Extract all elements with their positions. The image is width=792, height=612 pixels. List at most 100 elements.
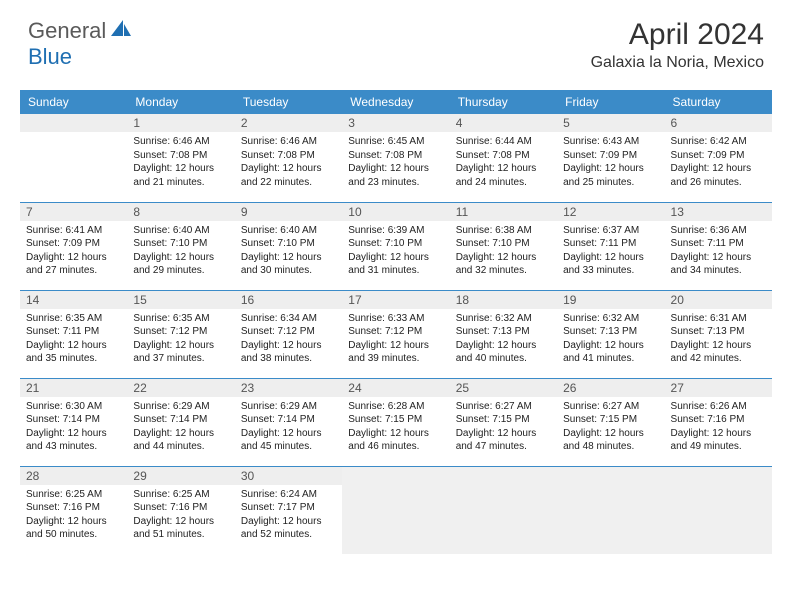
dl1-line: Daylight: 12 hours bbox=[26, 251, 121, 265]
dl2-line: and 33 minutes. bbox=[563, 264, 658, 278]
day-number: 9 bbox=[235, 203, 342, 221]
cell-body: Sunrise: 6:25 AMSunset: 7:16 PMDaylight:… bbox=[20, 485, 127, 546]
dl2-line: and 25 minutes. bbox=[563, 176, 658, 190]
dl1-line: Daylight: 12 hours bbox=[241, 515, 336, 529]
calendar-week-row: 1Sunrise: 6:46 AMSunset: 7:08 PMDaylight… bbox=[20, 114, 772, 202]
dl1-line: Daylight: 12 hours bbox=[348, 162, 443, 176]
dl1-line: Daylight: 12 hours bbox=[26, 339, 121, 353]
cell-body: Sunrise: 6:34 AMSunset: 7:12 PMDaylight:… bbox=[235, 309, 342, 370]
cell-body: Sunrise: 6:26 AMSunset: 7:16 PMDaylight:… bbox=[665, 397, 772, 458]
dl2-line: and 37 minutes. bbox=[133, 352, 228, 366]
sunset-line: Sunset: 7:10 PM bbox=[348, 237, 443, 251]
sunset-line: Sunset: 7:08 PM bbox=[241, 149, 336, 163]
brand-text-blue: Blue bbox=[28, 44, 72, 69]
cell-body: Sunrise: 6:43 AMSunset: 7:09 PMDaylight:… bbox=[557, 132, 664, 193]
day-number: 14 bbox=[20, 291, 127, 309]
dl2-line: and 24 minutes. bbox=[456, 176, 551, 190]
day-number: 6 bbox=[665, 114, 772, 132]
page-header: General April 2024 Galaxia la Noria, Mex… bbox=[0, 0, 792, 82]
cell-body: Sunrise: 6:35 AMSunset: 7:12 PMDaylight:… bbox=[127, 309, 234, 370]
day-number: 16 bbox=[235, 291, 342, 309]
sunrise-line: Sunrise: 6:32 AM bbox=[456, 312, 551, 326]
sunrise-line: Sunrise: 6:46 AM bbox=[241, 135, 336, 149]
dl1-line: Daylight: 12 hours bbox=[671, 427, 766, 441]
cell-body: Sunrise: 6:41 AMSunset: 7:09 PMDaylight:… bbox=[20, 221, 127, 282]
calendar-cell bbox=[557, 466, 664, 554]
cell-body: Sunrise: 6:40 AMSunset: 7:10 PMDaylight:… bbox=[235, 221, 342, 282]
sunrise-line: Sunrise: 6:36 AM bbox=[671, 224, 766, 238]
dl2-line: and 47 minutes. bbox=[456, 440, 551, 454]
dl2-line: and 40 minutes. bbox=[456, 352, 551, 366]
sunrise-line: Sunrise: 6:35 AM bbox=[26, 312, 121, 326]
day-number: 3 bbox=[342, 114, 449, 132]
dl2-line: and 39 minutes. bbox=[348, 352, 443, 366]
sunset-line: Sunset: 7:10 PM bbox=[133, 237, 228, 251]
dl2-line: and 35 minutes. bbox=[26, 352, 121, 366]
sunset-line: Sunset: 7:13 PM bbox=[563, 325, 658, 339]
dl2-line: and 41 minutes. bbox=[563, 352, 658, 366]
dl2-line: and 52 minutes. bbox=[241, 528, 336, 542]
day-header: Thursday bbox=[450, 90, 557, 114]
cell-body: Sunrise: 6:31 AMSunset: 7:13 PMDaylight:… bbox=[665, 309, 772, 370]
calendar-cell: 9Sunrise: 6:40 AMSunset: 7:10 PMDaylight… bbox=[235, 202, 342, 290]
cell-body: Sunrise: 6:36 AMSunset: 7:11 PMDaylight:… bbox=[665, 221, 772, 282]
sunset-line: Sunset: 7:14 PM bbox=[133, 413, 228, 427]
dl1-line: Daylight: 12 hours bbox=[563, 339, 658, 353]
sunset-line: Sunset: 7:10 PM bbox=[456, 237, 551, 251]
calendar-cell: 1Sunrise: 6:46 AMSunset: 7:08 PMDaylight… bbox=[127, 114, 234, 202]
day-header: Saturday bbox=[665, 90, 772, 114]
cell-body: Sunrise: 6:33 AMSunset: 7:12 PMDaylight:… bbox=[342, 309, 449, 370]
calendar-week-row: 21Sunrise: 6:30 AMSunset: 7:14 PMDayligh… bbox=[20, 378, 772, 466]
calendar-cell: 11Sunrise: 6:38 AMSunset: 7:10 PMDayligh… bbox=[450, 202, 557, 290]
sunset-line: Sunset: 7:12 PM bbox=[348, 325, 443, 339]
dl1-line: Daylight: 12 hours bbox=[671, 339, 766, 353]
sunrise-line: Sunrise: 6:37 AM bbox=[563, 224, 658, 238]
calendar-cell: 18Sunrise: 6:32 AMSunset: 7:13 PMDayligh… bbox=[450, 290, 557, 378]
calendar-cell: 13Sunrise: 6:36 AMSunset: 7:11 PMDayligh… bbox=[665, 202, 772, 290]
sunset-line: Sunset: 7:14 PM bbox=[26, 413, 121, 427]
brand-text-general: General bbox=[28, 18, 106, 44]
dl2-line: and 46 minutes. bbox=[348, 440, 443, 454]
title-block: April 2024 Galaxia la Noria, Mexico bbox=[591, 18, 764, 72]
day-number: 22 bbox=[127, 379, 234, 397]
day-header-row: SundayMondayTuesdayWednesdayThursdayFrid… bbox=[20, 90, 772, 114]
dl1-line: Daylight: 12 hours bbox=[133, 515, 228, 529]
dl1-line: Daylight: 12 hours bbox=[671, 162, 766, 176]
sunset-line: Sunset: 7:08 PM bbox=[456, 149, 551, 163]
calendar-cell: 17Sunrise: 6:33 AMSunset: 7:12 PMDayligh… bbox=[342, 290, 449, 378]
day-header: Tuesday bbox=[235, 90, 342, 114]
cell-body: Sunrise: 6:40 AMSunset: 7:10 PMDaylight:… bbox=[127, 221, 234, 282]
calendar-cell: 8Sunrise: 6:40 AMSunset: 7:10 PMDaylight… bbox=[127, 202, 234, 290]
month-title: April 2024 bbox=[591, 18, 764, 52]
sunrise-line: Sunrise: 6:42 AM bbox=[671, 135, 766, 149]
day-number: 8 bbox=[127, 203, 234, 221]
dl1-line: Daylight: 12 hours bbox=[241, 427, 336, 441]
calendar-cell: 20Sunrise: 6:31 AMSunset: 7:13 PMDayligh… bbox=[665, 290, 772, 378]
day-number: 29 bbox=[127, 467, 234, 485]
calendar-cell: 3Sunrise: 6:45 AMSunset: 7:08 PMDaylight… bbox=[342, 114, 449, 202]
calendar-cell bbox=[665, 466, 772, 554]
sunset-line: Sunset: 7:10 PM bbox=[241, 237, 336, 251]
sunrise-line: Sunrise: 6:26 AM bbox=[671, 400, 766, 414]
brand-logo: General bbox=[28, 18, 135, 44]
sunrise-line: Sunrise: 6:41 AM bbox=[26, 224, 121, 238]
cell-body: Sunrise: 6:37 AMSunset: 7:11 PMDaylight:… bbox=[557, 221, 664, 282]
day-number: 10 bbox=[342, 203, 449, 221]
day-number: 24 bbox=[342, 379, 449, 397]
calendar-cell: 26Sunrise: 6:27 AMSunset: 7:15 PMDayligh… bbox=[557, 378, 664, 466]
day-number: 4 bbox=[450, 114, 557, 132]
dl2-line: and 21 minutes. bbox=[133, 176, 228, 190]
cell-body: Sunrise: 6:45 AMSunset: 7:08 PMDaylight:… bbox=[342, 132, 449, 193]
cell-body: Sunrise: 6:39 AMSunset: 7:10 PMDaylight:… bbox=[342, 221, 449, 282]
dl1-line: Daylight: 12 hours bbox=[26, 515, 121, 529]
dl1-line: Daylight: 12 hours bbox=[133, 339, 228, 353]
calendar-cell: 4Sunrise: 6:44 AMSunset: 7:08 PMDaylight… bbox=[450, 114, 557, 202]
day-number: 20 bbox=[665, 291, 772, 309]
sunrise-line: Sunrise: 6:27 AM bbox=[563, 400, 658, 414]
dl1-line: Daylight: 12 hours bbox=[563, 162, 658, 176]
day-number: 21 bbox=[20, 379, 127, 397]
calendar-cell: 29Sunrise: 6:25 AMSunset: 7:16 PMDayligh… bbox=[127, 466, 234, 554]
sunrise-line: Sunrise: 6:25 AM bbox=[26, 488, 121, 502]
calendar-cell: 14Sunrise: 6:35 AMSunset: 7:11 PMDayligh… bbox=[20, 290, 127, 378]
calendar-cell: 5Sunrise: 6:43 AMSunset: 7:09 PMDaylight… bbox=[557, 114, 664, 202]
